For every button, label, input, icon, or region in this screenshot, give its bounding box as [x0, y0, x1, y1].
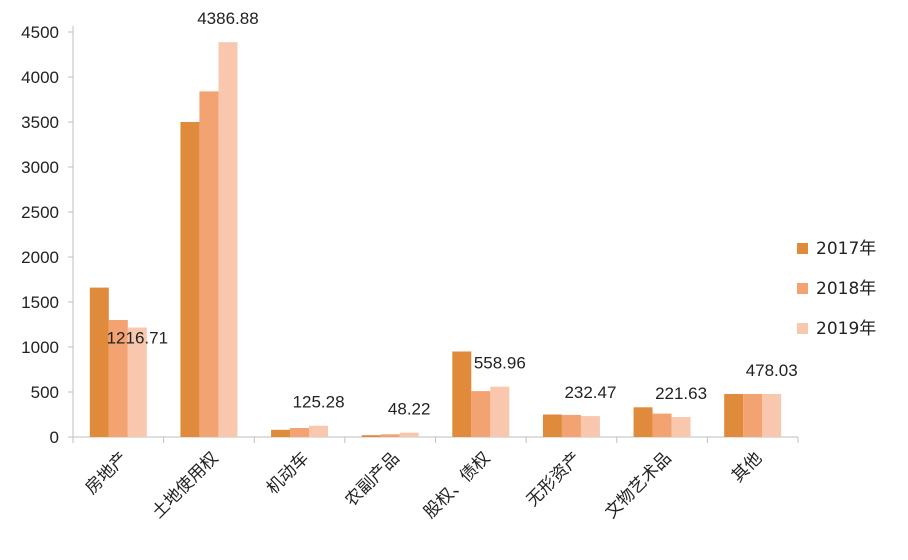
legend-swatch-2018年	[797, 283, 808, 294]
data-label: 478.03	[746, 361, 798, 380]
bar-2019年-房地产	[127, 327, 147, 437]
x-category-label: 房地产	[82, 448, 132, 498]
legend-label: 2019年	[816, 319, 876, 339]
bar-2017年-土地使用权	[180, 122, 200, 437]
bar-2018年-房地产	[108, 320, 128, 437]
bar-2019年-其他	[762, 393, 782, 437]
bar-2017年-文物艺术品	[633, 407, 653, 437]
y-tick-label: 3000	[21, 158, 59, 177]
bar-2017年-股权、债权	[452, 351, 472, 437]
bar-2018年-土地使用权	[199, 91, 219, 438]
bar-2017年-其他	[724, 393, 744, 437]
y-tick-label: 4500	[21, 23, 59, 42]
y-tick-label: 500	[31, 383, 59, 402]
x-category-label: 文物艺术品	[601, 448, 675, 522]
bar-2018年-其他	[743, 393, 763, 437]
data-label: 4386.88	[197, 9, 258, 28]
bar-2018年-机动车	[290, 428, 310, 437]
legend-swatch-2017年	[797, 243, 808, 254]
data-label: 221.63	[655, 384, 707, 403]
y-tick-label: 0	[50, 428, 59, 447]
bar-2017年-房地产	[89, 287, 109, 437]
x-category-label: 机动车	[263, 448, 313, 498]
data-label: 125.28	[293, 393, 345, 412]
y-tick-label: 1000	[21, 338, 59, 357]
bar-2019年-文物艺术品	[671, 417, 691, 437]
y-tick-label: 4000	[21, 68, 59, 87]
y-tick-label: 2500	[21, 203, 59, 222]
y-tick-label: 1500	[21, 293, 59, 312]
legend-swatch-2019年	[797, 323, 808, 334]
bar-2018年-无形资产	[561, 414, 581, 437]
y-tick-label: 3500	[21, 113, 59, 132]
data-label: 48.22	[388, 400, 431, 419]
x-category-label: 无形资产	[523, 448, 585, 510]
bar-2017年-农副产品	[361, 435, 381, 437]
bar-2018年-农副产品	[380, 434, 400, 437]
x-category-label: 农副产品	[341, 448, 403, 510]
bar-2019年-机动车	[309, 425, 329, 437]
data-label: 1216.71	[107, 328, 168, 347]
bar-2019年-土地使用权	[218, 42, 238, 438]
y-tick-label: 2000	[21, 248, 59, 267]
bar-2017年-机动车	[271, 429, 291, 437]
bar-2018年-文物艺术品	[652, 413, 672, 437]
bar-2019年-农副产品	[399, 432, 419, 437]
x-category-label: 股权、债权	[420, 448, 494, 522]
bar-2019年-无形资产	[580, 416, 600, 437]
bar-2017年-无形资产	[542, 414, 562, 437]
x-category-label: 其他	[728, 448, 766, 486]
legend-label: 2018年	[816, 279, 876, 299]
legend-label: 2017年	[816, 239, 876, 259]
data-label: 232.47	[564, 383, 616, 402]
x-category-label: 土地使用权	[148, 448, 223, 523]
bar-2018年-股权、债权	[471, 391, 491, 437]
data-label: 558.96	[474, 354, 526, 373]
bar-2019年-股权、债权	[490, 386, 510, 437]
